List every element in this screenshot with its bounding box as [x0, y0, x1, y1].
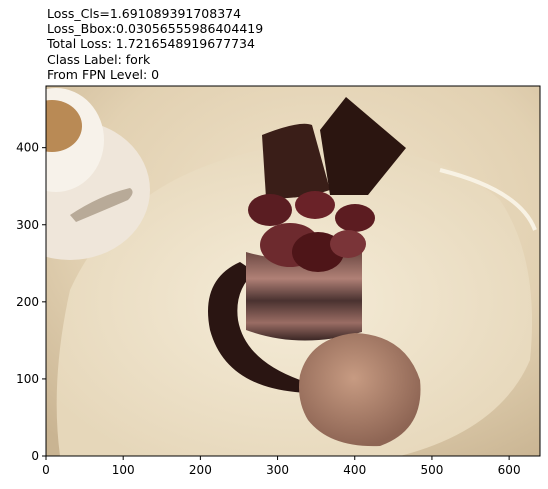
photo — [46, 86, 540, 456]
x-tick-label: 100 — [112, 463, 135, 477]
chocolate-shard-right — [320, 97, 406, 195]
y-tick-label: 100 — [16, 372, 39, 386]
cherry — [248, 194, 292, 226]
cherry — [330, 230, 366, 258]
loss-cls-text: Loss_Cls=1.691089391708374 — [47, 6, 242, 21]
x-tick-label: 300 — [266, 463, 289, 477]
y-tick-label: 200 — [16, 295, 39, 309]
spoon — [70, 188, 133, 222]
x-tick-label: 200 — [189, 463, 212, 477]
y-tick-label: 0 — [31, 449, 39, 463]
x-axis: 0 100 200 300 400 500 600 — [42, 456, 521, 477]
loss-bbox-text: Loss_Bbox:0.03056555986404419 — [47, 21, 264, 37]
coffee — [46, 100, 82, 152]
x-tick-label: 600 — [498, 463, 521, 477]
axes-frame — [45, 85, 541, 457]
plate-rim — [439, 168, 537, 231]
chocolate-shard-left — [262, 123, 330, 199]
cherry — [295, 191, 335, 219]
loss-annotation: Loss_Cls=1.691089391708374 Loss_Bbox:0.0… — [47, 6, 263, 82]
cake — [246, 252, 362, 341]
y-axis: 0 100 200 300 400 — [16, 141, 46, 463]
x-tick-label: 500 — [420, 463, 443, 477]
total-loss-text: Total Loss: 1.7216548919677734 — [47, 36, 255, 52]
y-tick-label: 400 — [16, 141, 39, 155]
y-tick-label: 300 — [16, 218, 39, 232]
x-tick-label: 0 — [42, 463, 50, 477]
class-label-text: Class Label: fork — [47, 51, 151, 67]
fpn-level-text: From FPN Level: 0 — [47, 66, 160, 82]
cherry — [335, 204, 375, 232]
x-tick-label: 400 — [343, 463, 366, 477]
ice-cream-scoop — [299, 333, 421, 447]
chocolate-sauce — [208, 262, 309, 393]
